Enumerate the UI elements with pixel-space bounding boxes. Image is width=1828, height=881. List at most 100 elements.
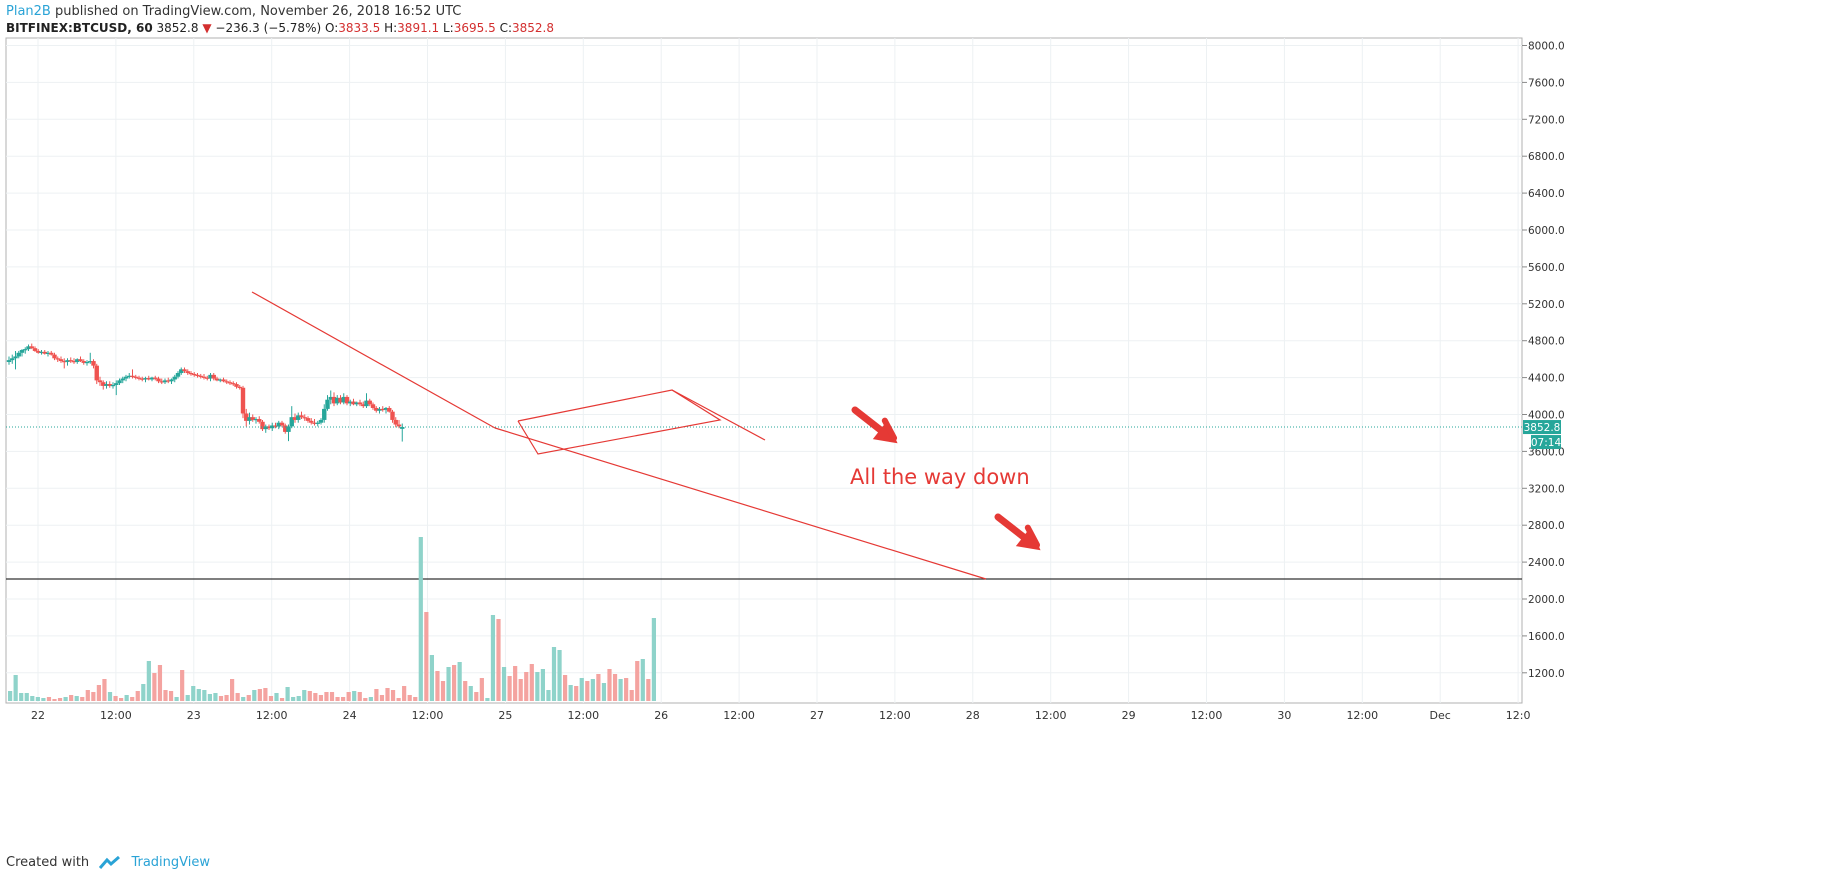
- x-tick-label: 12:00: [567, 709, 599, 722]
- volume-bar: [435, 671, 440, 701]
- candle-body: [299, 415, 304, 418]
- volume-bar: [607, 669, 612, 701]
- candle-body: [117, 380, 122, 384]
- candle-body: [374, 407, 379, 411]
- volume-bar: [390, 690, 396, 701]
- candle-body: [10, 358, 15, 361]
- candle-body: [143, 378, 148, 380]
- candle-body: [195, 374, 200, 377]
- tradingview-brand[interactable]: TradingView: [131, 855, 210, 870]
- candle-body: [94, 365, 99, 381]
- candle-body: [75, 359, 80, 362]
- candle-body: [55, 358, 60, 360]
- volume-bar: [318, 695, 323, 701]
- y-tick-label: 6400.0: [1528, 188, 1565, 200]
- volume-bar: [557, 650, 562, 701]
- candle-body: [289, 417, 294, 427]
- volume-bar: [496, 619, 501, 701]
- volume-bar: [402, 686, 407, 701]
- candle-body: [322, 408, 327, 420]
- volume-bar: [263, 688, 268, 701]
- volume-bar: [579, 678, 584, 701]
- y-tick-label: 6000.0: [1528, 225, 1565, 237]
- x-tick-label: 12:00: [100, 709, 132, 722]
- candle-body: [383, 407, 389, 410]
- volume-bar: [618, 679, 623, 701]
- volume-bar: [180, 670, 185, 701]
- volume-bar: [651, 618, 656, 701]
- candle-body: [380, 408, 385, 411]
- volume-bar: [191, 686, 196, 701]
- volume-bar: [374, 689, 379, 701]
- x-tick-label: 12:00: [1346, 709, 1378, 722]
- candle-body: [312, 422, 317, 424]
- candle-body: [240, 387, 246, 414]
- volume-bar: [107, 692, 113, 701]
- candle-body: [302, 417, 307, 419]
- trend-line-upper-break: [671, 389, 766, 441]
- x-tick-label: 12:00: [412, 709, 444, 722]
- footer: Created with TradingView: [6, 855, 210, 870]
- candle-body: [166, 380, 171, 382]
- candle-body: [162, 380, 168, 383]
- candle-body: [120, 378, 125, 381]
- volume-bar: [457, 662, 462, 701]
- trend-line-descending-extension: [494, 427, 987, 580]
- candle-body: [188, 373, 194, 375]
- x-tick-label: 25: [498, 709, 512, 722]
- volume-bar: [585, 681, 590, 701]
- candle-body: [218, 379, 223, 381]
- volume-bar: [596, 674, 601, 701]
- volume-bar: [357, 692, 362, 701]
- volume-bar: [385, 688, 390, 701]
- candle-body: [253, 419, 259, 421]
- candle-body: [19, 350, 25, 353]
- volume-bar: [501, 667, 507, 701]
- volume-bar: [540, 669, 545, 701]
- volume-bar: [418, 537, 423, 701]
- volume-bar: [574, 686, 579, 701]
- volume-bar: [513, 666, 518, 701]
- volume-bar: [124, 695, 129, 701]
- candle-body: [263, 426, 268, 430]
- candle-body: [172, 376, 177, 380]
- published-text: published on TradingView.com, November 2…: [55, 4, 462, 19]
- y-tick-label: 2400.0: [1528, 557, 1565, 569]
- volume-bar: [213, 693, 218, 701]
- high-value: 3891.1: [397, 21, 440, 35]
- candle-body: [88, 361, 93, 363]
- volume-bar: [524, 672, 529, 701]
- candle-body: [58, 359, 64, 362]
- candle-body: [169, 379, 174, 382]
- volume-bar: [69, 695, 74, 701]
- volume-bar: [35, 697, 40, 701]
- volume-bar: [640, 659, 645, 701]
- x-tick-label: 12:00: [256, 709, 288, 722]
- x-tick-label: 23: [187, 709, 201, 722]
- volume-bar: [341, 697, 346, 701]
- arrow-barb: [881, 417, 898, 441]
- volume-bar: [74, 696, 79, 701]
- candle-body: [68, 360, 73, 362]
- volume-bar: [96, 685, 101, 701]
- volume-bar: [19, 693, 24, 701]
- y-tick-label: 3200.0: [1528, 483, 1565, 495]
- volume-bar: [546, 690, 551, 701]
- author-link[interactable]: Plan2B: [6, 4, 51, 19]
- candle-body: [182, 369, 187, 372]
- volume-bar: [563, 675, 568, 701]
- candle-body: [130, 375, 135, 377]
- volume-bar: [485, 698, 490, 701]
- created-with-text: Created with: [6, 855, 90, 870]
- candle-body: [357, 402, 363, 405]
- x-tick-label: 26: [654, 709, 668, 722]
- candle-body: [179, 369, 184, 374]
- candle-body: [341, 396, 346, 403]
- down-arrow-icon-2: [994, 513, 1041, 551]
- candle-body: [244, 413, 249, 421]
- y-tick-label: 7600.0: [1528, 77, 1565, 89]
- x-tick-label: 12:00: [879, 709, 911, 722]
- volume-bar: [46, 697, 52, 701]
- candle-body: [224, 381, 229, 383]
